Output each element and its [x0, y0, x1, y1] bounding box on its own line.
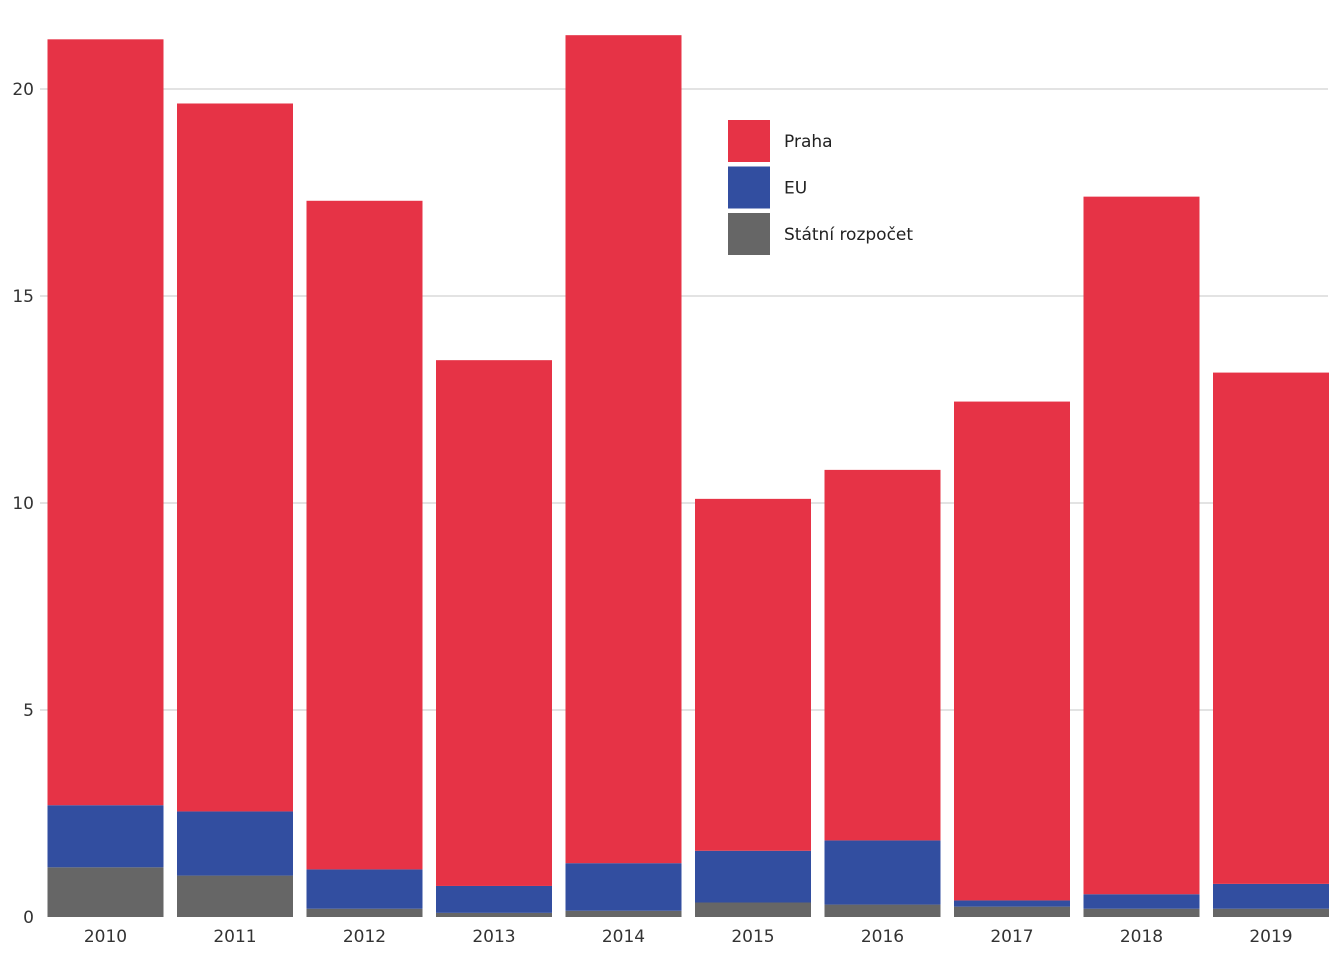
x-tick-label-2018: 2018	[1120, 927, 1163, 947]
x-tick-label-2015: 2015	[731, 927, 774, 947]
bar-2012-eu	[306, 869, 423, 909]
bar-2019-státní-rozpočet	[1213, 908, 1329, 917]
y-tick-label-0: 0	[23, 908, 34, 928]
bar-2013-praha	[436, 360, 552, 886]
bar-2018-eu	[1083, 894, 1200, 909]
bar-2016-praha	[824, 469, 941, 841]
y-axis-ticks: 0 5 10 15 20	[12, 80, 34, 928]
x-tick-label-2019: 2019	[1249, 927, 1292, 947]
x-tick-label-2010: 2010	[84, 927, 127, 947]
y-tick-label-20: 20	[12, 80, 34, 100]
x-axis-ticks: 2010 2011 2012 2013 2014 2015 2016 2017 2018 2019	[84, 927, 1293, 947]
bar-2017-státní-rozpočet	[954, 906, 1070, 917]
legend-swatch-praha	[728, 120, 770, 162]
x-tick-label-2011: 2011	[213, 927, 256, 947]
bar-2015-státní-rozpočet	[695, 902, 811, 917]
bar-2015-eu	[695, 850, 811, 903]
bar-2013-státní-rozpočet	[436, 912, 552, 917]
bar-2016-eu	[824, 840, 941, 905]
bar-2011-praha	[177, 103, 293, 812]
x-tick-label-2013: 2013	[472, 927, 515, 947]
x-tick-label-2017: 2017	[990, 927, 1033, 947]
bar-2014-eu	[565, 863, 682, 911]
bar-2012-praha	[306, 200, 423, 870]
bar-2010-eu	[47, 805, 164, 868]
bar-2017-eu	[954, 900, 1070, 907]
bar-2015-praha	[695, 498, 811, 851]
x-tick-label-2014: 2014	[602, 927, 645, 947]
bar-2019-eu	[1213, 883, 1329, 909]
bar-2016-státní-rozpočet	[824, 904, 941, 917]
bar-2013-eu	[436, 885, 552, 913]
legend-label-státní-rozpočet: Státní rozpočet	[784, 225, 913, 245]
legend: Praha EU Státní rozpočet	[728, 120, 913, 255]
legend-swatch-státní-rozpočet	[728, 213, 770, 255]
legend-swatch-eu	[728, 166, 770, 209]
bar-2014-praha	[565, 35, 682, 864]
bar-2011-eu	[177, 811, 293, 876]
y-tick-label-10: 10	[12, 494, 34, 514]
legend-label-praha: Praha	[784, 132, 833, 152]
y-tick-label-5: 5	[23, 701, 34, 721]
bar-2010-praha	[47, 39, 164, 806]
bar-2019-praha	[1213, 372, 1329, 884]
bar-2018-praha	[1083, 196, 1200, 895]
bar-2017-praha	[954, 401, 1070, 901]
x-tick-label-2012: 2012	[343, 927, 386, 947]
bar-2012-státní-rozpočet	[306, 908, 423, 917]
bar-2010-státní-rozpočet	[47, 867, 164, 917]
bar-2011-státní-rozpočet	[177, 875, 293, 917]
bar-2014-státní-rozpočet	[565, 910, 682, 917]
y-tick-label-15: 15	[12, 287, 34, 307]
bar-2018-státní-rozpočet	[1083, 908, 1200, 917]
bars	[47, 35, 1329, 917]
x-tick-label-2016: 2016	[861, 927, 904, 947]
legend-label-eu: EU	[784, 179, 807, 199]
